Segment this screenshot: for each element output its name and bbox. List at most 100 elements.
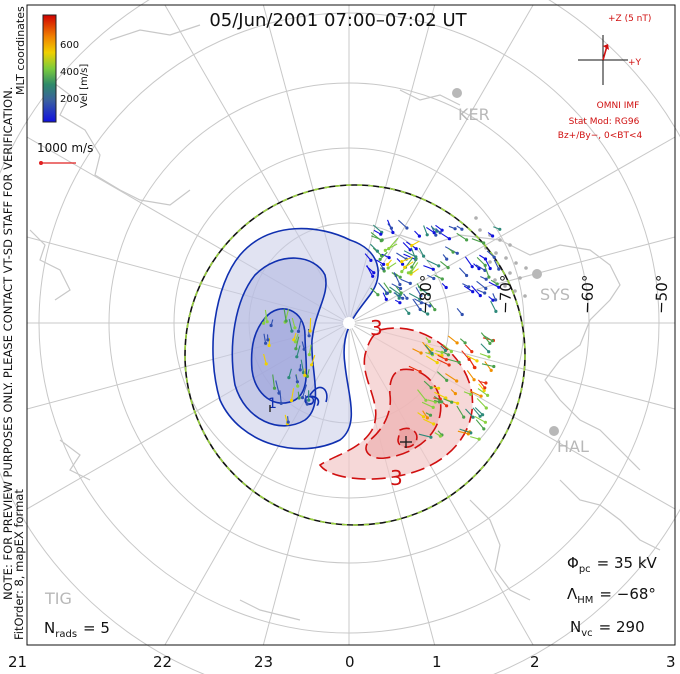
radar-site-sys xyxy=(532,269,542,279)
velocity-vector xyxy=(379,263,384,270)
velocity-vector xyxy=(480,332,491,344)
velocity-vector xyxy=(373,229,382,235)
fit-order-label: FitOrder: 8, mapEX format xyxy=(12,489,26,640)
lat-label-60: −60° xyxy=(578,274,597,314)
velocity-vector xyxy=(443,398,452,403)
contour-label-positive-3-bottom: 3 xyxy=(390,466,403,490)
velocity-vector xyxy=(381,253,390,259)
velocity-vector xyxy=(425,412,431,416)
velocity-vector xyxy=(418,433,432,438)
imf-condition: Bz+/By−, 0<BT<4 xyxy=(558,131,643,141)
mlt-tick-21: 21 xyxy=(8,653,27,671)
velocity-vector xyxy=(370,243,378,252)
velocity-vector xyxy=(387,262,397,269)
velocity-vector xyxy=(403,293,408,299)
lat-label-80: −80° xyxy=(416,274,435,314)
potential-max-marker xyxy=(400,436,412,448)
velocity-vector xyxy=(270,319,274,326)
velocity-vector xyxy=(304,394,308,405)
svg-text:Φpc= 35 kV: Φpc = 35 kV xyxy=(567,554,658,575)
velocity-vector xyxy=(425,337,430,342)
velocity-vector xyxy=(372,224,383,233)
velocity-vector xyxy=(422,410,428,419)
velocity-vector xyxy=(487,232,493,237)
velocity-vector xyxy=(476,398,487,409)
velocity-vector xyxy=(308,344,312,355)
positive-potential-cell xyxy=(318,327,474,480)
colorbar-label: Vel [m/s] xyxy=(79,64,90,108)
velocity-vector xyxy=(463,285,474,293)
velocity-vector xyxy=(456,308,463,315)
velocity-vector xyxy=(417,286,430,295)
reference-vector: 1000 m/s xyxy=(37,141,93,165)
velocity-vector xyxy=(400,278,411,284)
velocity-vector xyxy=(459,428,471,434)
velocity-vector xyxy=(427,274,435,279)
velocity-vector xyxy=(484,361,492,371)
velocity-vector xyxy=(465,408,474,418)
velocity-vector xyxy=(287,416,289,423)
velocity-vector xyxy=(279,390,282,404)
velocity-vector xyxy=(442,254,448,260)
velocity-vector xyxy=(471,238,484,244)
velocity-vector xyxy=(435,350,443,353)
velocity-vector xyxy=(283,308,287,322)
velocity-vector xyxy=(480,343,490,353)
colorbar-tick-400: 400 xyxy=(60,67,79,78)
velocity-vector xyxy=(461,350,470,360)
svg-text:ΛHM= −68°: ΛHM = −68° xyxy=(567,585,656,606)
velocity-vector xyxy=(393,272,401,285)
velocity-vector xyxy=(297,391,300,399)
velocity-vector xyxy=(370,287,379,296)
mlt-tick-2: 2 xyxy=(530,653,540,671)
velocity-vector xyxy=(469,390,482,397)
radar-label-ker: KER xyxy=(458,105,490,124)
lat-label-70: −70° xyxy=(496,274,515,314)
velocity-vector xyxy=(474,416,486,423)
velocity-vector xyxy=(477,388,488,396)
velocity-vector xyxy=(476,280,487,289)
mlt-tick-0: 0 xyxy=(345,653,355,671)
velocity-vector xyxy=(448,225,456,230)
velocity-vector xyxy=(272,374,276,389)
lat-label-50: −50° xyxy=(652,274,671,314)
velocity-vector xyxy=(378,282,388,294)
velocity-vector xyxy=(288,318,293,332)
velocity-vector xyxy=(423,265,434,270)
velocity-vector xyxy=(493,226,501,230)
velocity-vector xyxy=(376,259,384,265)
velocity-vector xyxy=(411,240,420,246)
velocity-vector xyxy=(450,389,456,394)
velocity-vector xyxy=(436,371,448,381)
velocity-vector xyxy=(263,316,267,324)
colorbar-tick-600: 600 xyxy=(60,40,79,51)
velocity-vector xyxy=(395,285,402,294)
velocity-vector xyxy=(387,223,392,229)
velocity-vector xyxy=(426,259,439,267)
velocity-vector xyxy=(425,343,433,350)
velocity-vector xyxy=(288,368,292,378)
velocity-vector xyxy=(297,319,302,332)
radar-label-sys: SYS xyxy=(540,285,570,304)
velocity-vector xyxy=(490,300,497,312)
velocity-vector xyxy=(411,257,418,268)
preview-note: NOTE: FOR PREVIEW PURPOSES ONLY. PLEASE … xyxy=(1,87,15,600)
velocity-vector xyxy=(417,412,424,418)
velocity-vector xyxy=(410,262,419,273)
velocity-vector xyxy=(403,253,416,261)
svg-text:Nrads= 5: Nrads = 5 xyxy=(44,619,110,640)
pole-marker xyxy=(343,317,355,329)
velocity-vector xyxy=(434,432,441,437)
velocity-vector xyxy=(364,253,372,261)
velocity-vector xyxy=(479,254,486,260)
velocity-vector xyxy=(476,257,486,266)
velocity-vector xyxy=(464,344,473,352)
velocity-vector xyxy=(456,225,463,230)
velocity-vector xyxy=(396,258,403,265)
velocity-vector xyxy=(440,260,449,269)
velocity-vector xyxy=(404,261,414,268)
svg-text:Nvc= 290: Nvc = 290 xyxy=(570,618,645,639)
velocity-vector xyxy=(414,298,422,304)
radar-site-ker xyxy=(452,88,462,98)
